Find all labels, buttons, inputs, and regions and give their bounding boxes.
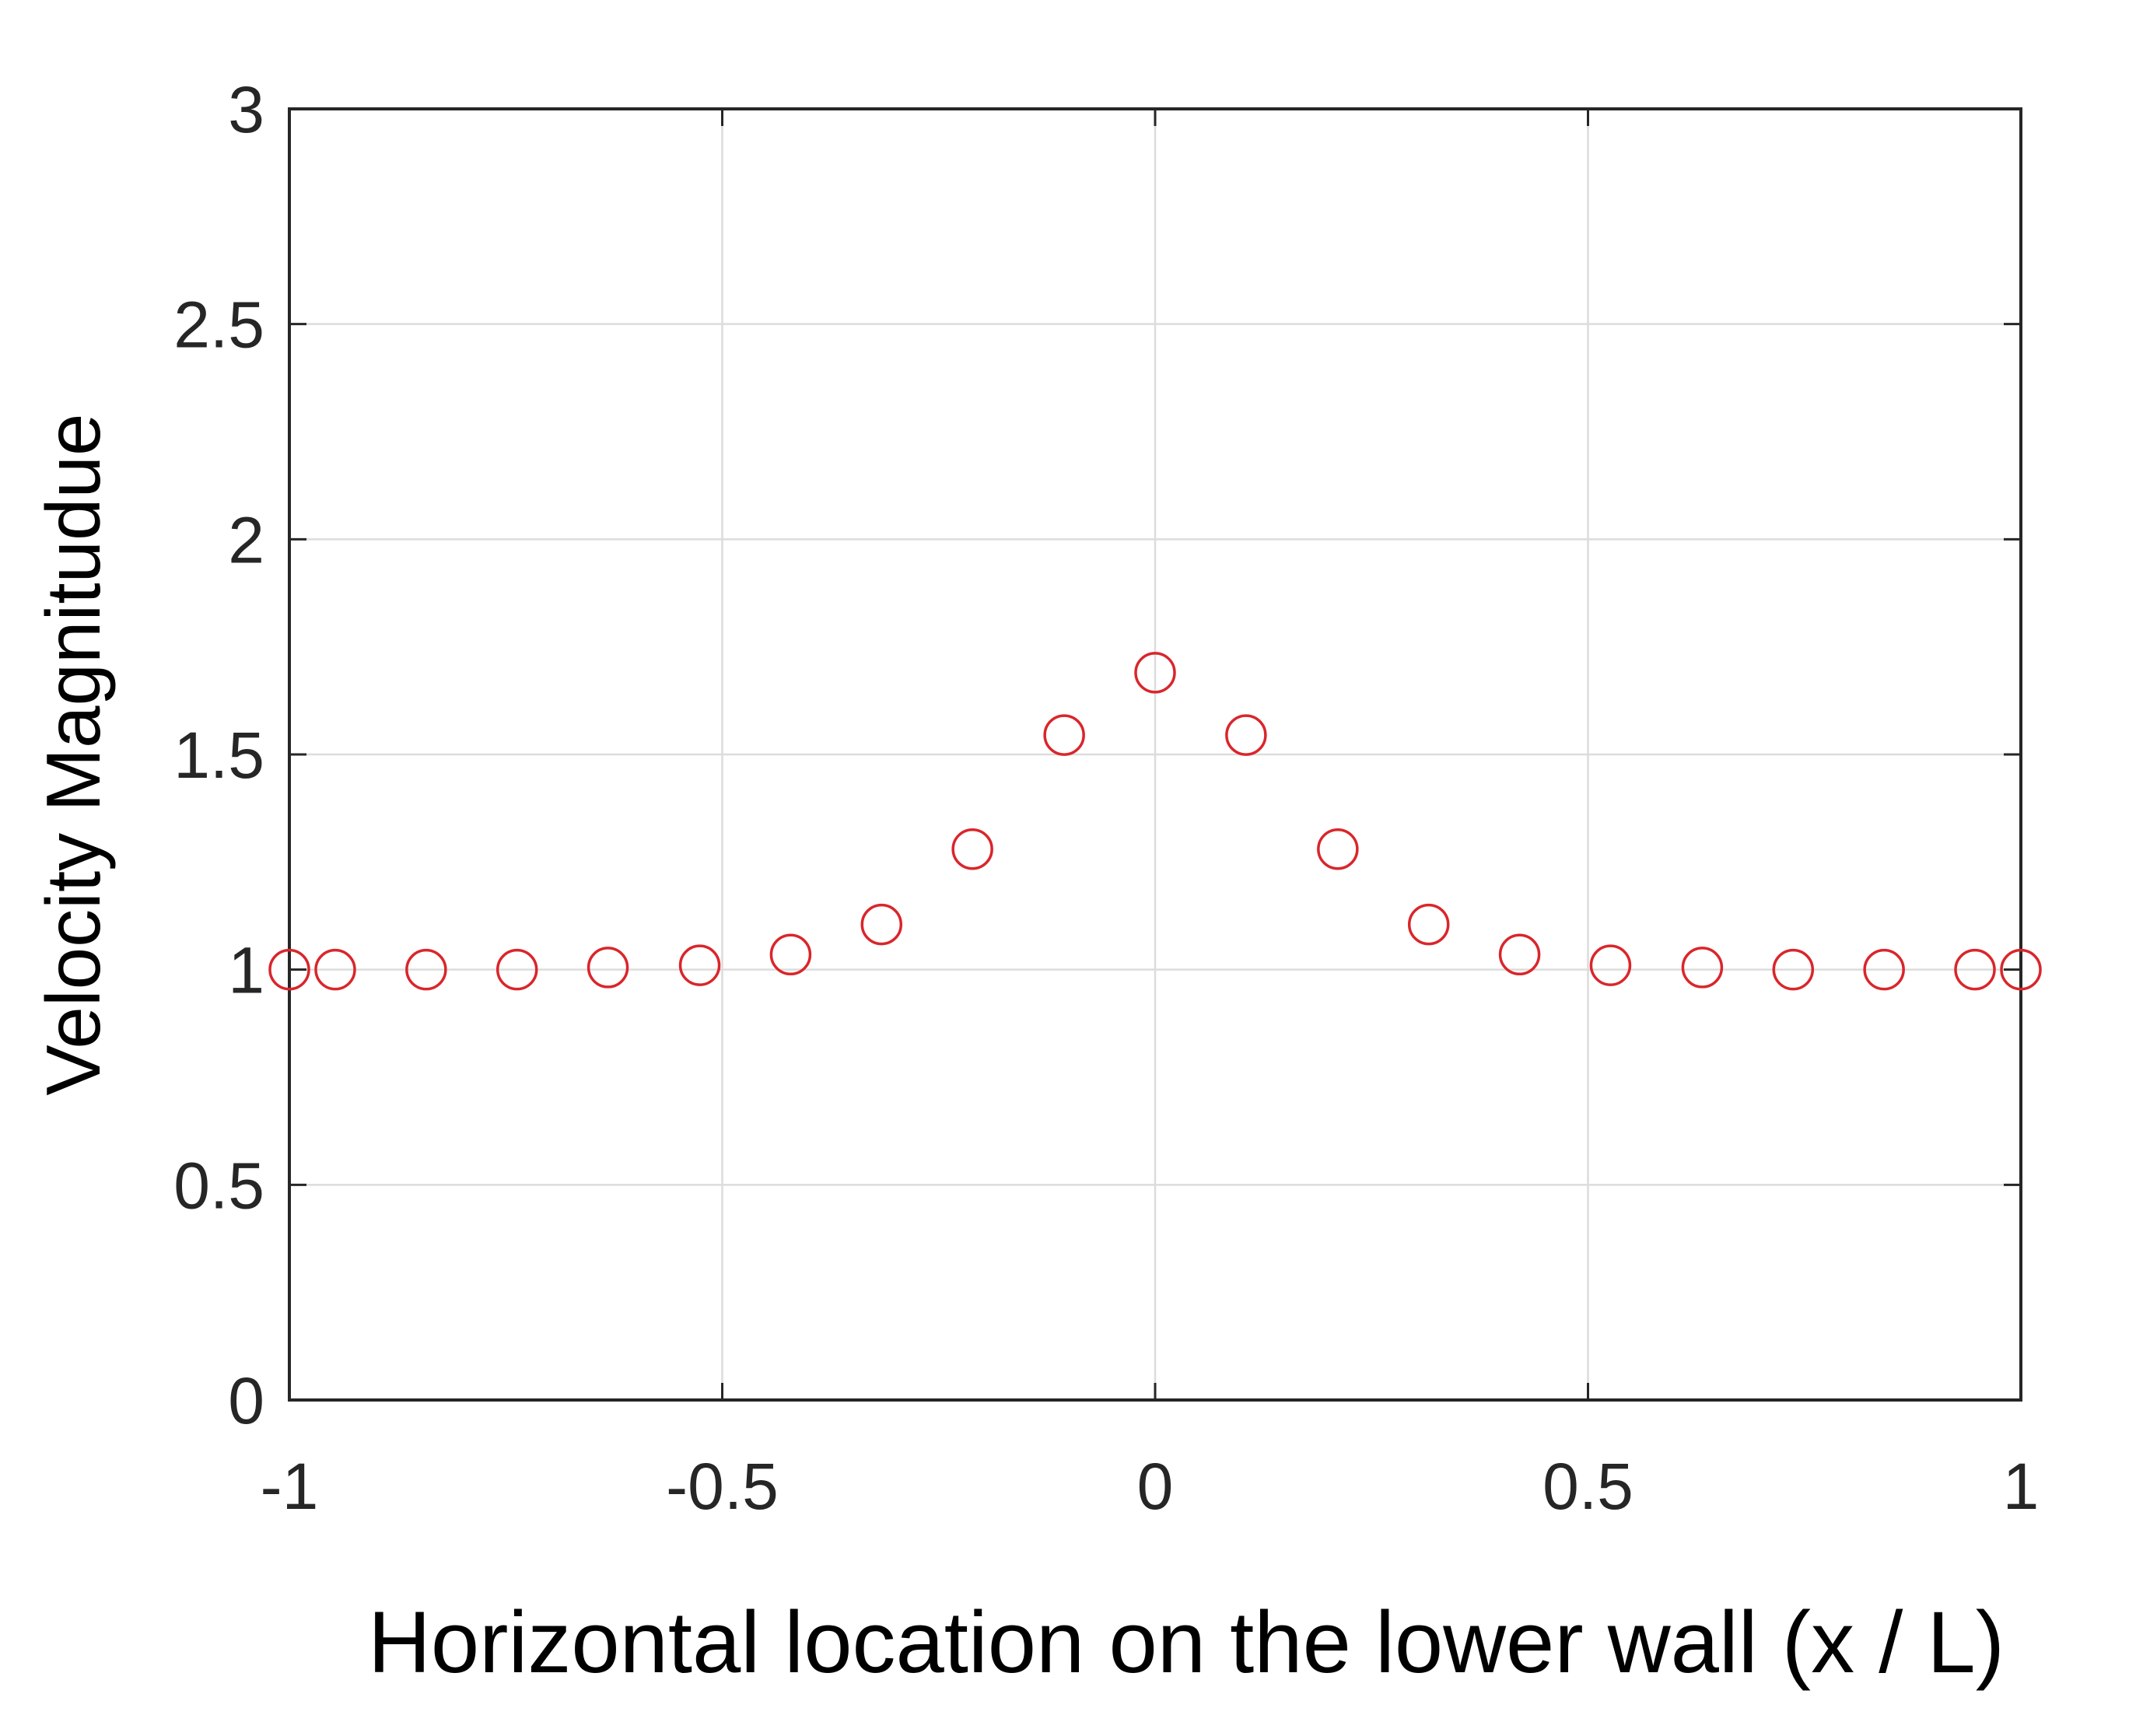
data-point	[1498, 933, 1541, 976]
y-tick-label: 2	[228, 503, 264, 576]
plot-area-frame	[288, 107, 2022, 1402]
y-tick-label: 1	[228, 934, 264, 1007]
y-tick-label: 2.5	[173, 289, 264, 362]
data-point	[495, 948, 538, 991]
data-point	[1681, 947, 1724, 989]
y-axis-label: Velocity Magnitudue	[30, 413, 116, 1095]
y-tick-labels: 0 0.5 1 1.5 2 2.5 3	[173, 73, 264, 1437]
data-point	[268, 948, 310, 991]
data-point	[1043, 714, 1085, 756]
y-tick-label: 3	[228, 73, 264, 146]
data-point	[1772, 948, 1815, 991]
data-point	[314, 948, 356, 991]
x-axis-label: Horizontal location on the lower wall (x…	[368, 1594, 2005, 1691]
data-point	[1134, 652, 1176, 694]
data-point	[1589, 944, 1632, 986]
data-point	[860, 903, 903, 946]
data-point	[1863, 948, 1905, 991]
data-points	[268, 652, 2042, 991]
x-tick-label: 0	[1137, 1450, 1174, 1523]
x-tick-label: 1	[2003, 1450, 2040, 1523]
grid-lines	[288, 107, 2022, 1402]
x-tick-label: -0.5	[666, 1450, 779, 1523]
data-point	[1225, 714, 1267, 756]
data-point	[769, 933, 812, 976]
y-tick-label: 0	[228, 1364, 264, 1437]
data-point	[587, 947, 629, 989]
x-tick-label: -1	[261, 1450, 319, 1523]
data-point	[1954, 948, 1996, 991]
data-point	[678, 944, 721, 986]
x-tick-label: 0.5	[1542, 1450, 1634, 1523]
data-point	[1317, 828, 1359, 870]
x-tick-labels: -1 -0.5 0 0.5 1	[261, 1450, 2040, 1523]
data-point	[405, 948, 447, 991]
y-tick-label: 1.5	[173, 719, 264, 792]
data-point	[1407, 903, 1450, 946]
data-point	[2000, 948, 2042, 991]
data-point	[951, 828, 993, 870]
y-tick-label: 0.5	[173, 1149, 264, 1222]
